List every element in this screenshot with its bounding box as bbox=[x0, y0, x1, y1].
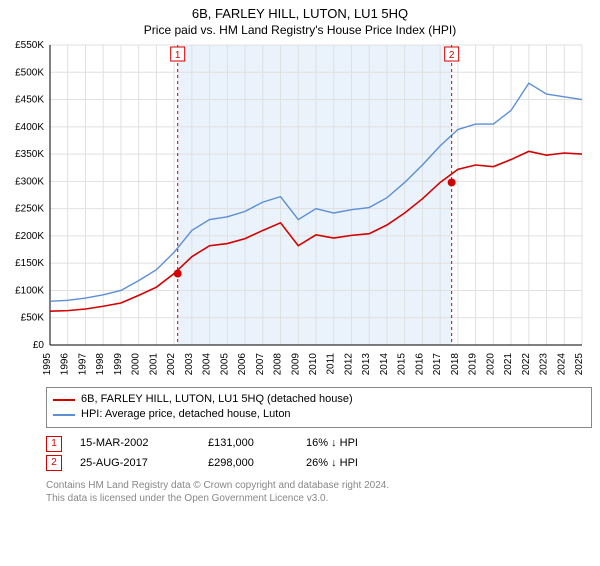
price-chart: £0£50K£100K£150K£200K£250K£300K£350K£400… bbox=[46, 41, 586, 381]
sale-hpi-1: 16% ↓ HPI bbox=[306, 434, 386, 454]
legend-item-property: 6B, FARLEY HILL, LUTON, LU1 5HQ (detache… bbox=[53, 392, 585, 407]
svg-text:2000: 2000 bbox=[131, 353, 142, 376]
svg-text:£0: £0 bbox=[33, 340, 45, 351]
svg-text:2021: 2021 bbox=[503, 353, 514, 376]
svg-text:£350K: £350K bbox=[15, 149, 44, 160]
sales-list: 1 15-MAR-2002 £131,000 16% ↓ HPI 2 25-AU… bbox=[46, 434, 592, 474]
svg-text:2024: 2024 bbox=[556, 353, 567, 376]
sale-price-2: £298,000 bbox=[208, 454, 288, 474]
sale-date-2: 25-AUG-2017 bbox=[80, 454, 190, 474]
legend-label-hpi: HPI: Average price, detached house, Luto… bbox=[81, 407, 291, 422]
svg-text:2001: 2001 bbox=[148, 353, 159, 376]
svg-text:2: 2 bbox=[449, 50, 455, 61]
sale-price-1: £131,000 bbox=[208, 434, 288, 454]
svg-text:2022: 2022 bbox=[521, 353, 532, 376]
svg-text:2020: 2020 bbox=[485, 353, 496, 376]
svg-text:£100K: £100K bbox=[15, 285, 44, 296]
svg-text:2018: 2018 bbox=[450, 353, 461, 376]
svg-text:£400K: £400K bbox=[15, 122, 44, 133]
legend-item-hpi: HPI: Average price, detached house, Luto… bbox=[53, 407, 585, 422]
svg-text:£50K: £50K bbox=[21, 313, 45, 324]
footer-license: This data is licensed under the Open Gov… bbox=[46, 492, 592, 505]
svg-text:2025: 2025 bbox=[574, 353, 585, 376]
svg-text:2004: 2004 bbox=[202, 353, 213, 376]
svg-text:2014: 2014 bbox=[379, 353, 390, 376]
legend-label-property: 6B, FARLEY HILL, LUTON, LU1 5HQ (detache… bbox=[81, 392, 353, 407]
legend-swatch-hpi bbox=[53, 414, 75, 416]
svg-text:1998: 1998 bbox=[95, 353, 106, 376]
svg-text:£550K: £550K bbox=[15, 40, 44, 51]
svg-text:2008: 2008 bbox=[273, 353, 284, 376]
svg-text:1995: 1995 bbox=[42, 353, 53, 376]
svg-text:2019: 2019 bbox=[468, 353, 479, 376]
footer: Contains HM Land Registry data © Crown c… bbox=[46, 479, 592, 505]
legend: 6B, FARLEY HILL, LUTON, LU1 5HQ (detache… bbox=[46, 387, 592, 428]
svg-text:£500K: £500K bbox=[15, 67, 44, 78]
svg-text:2003: 2003 bbox=[184, 353, 195, 376]
svg-text:2015: 2015 bbox=[397, 353, 408, 376]
svg-text:2009: 2009 bbox=[290, 353, 301, 376]
sale-date-1: 15-MAR-2002 bbox=[80, 434, 190, 454]
svg-text:2023: 2023 bbox=[539, 353, 550, 376]
svg-text:£200K: £200K bbox=[15, 231, 44, 242]
svg-text:2011: 2011 bbox=[326, 353, 337, 375]
footer-copyright: Contains HM Land Registry data © Crown c… bbox=[46, 479, 592, 492]
chart-area: £0£50K£100K£150K£200K£250K£300K£350K£400… bbox=[46, 41, 592, 381]
svg-text:2002: 2002 bbox=[166, 353, 177, 376]
svg-text:2005: 2005 bbox=[219, 353, 230, 376]
sale-badge-2: 2 bbox=[46, 455, 62, 471]
svg-text:£450K: £450K bbox=[15, 95, 44, 106]
sale-row-2: 2 25-AUG-2017 £298,000 26% ↓ HPI bbox=[46, 454, 592, 474]
svg-text:£300K: £300K bbox=[15, 176, 44, 187]
svg-text:£250K: £250K bbox=[15, 204, 44, 215]
sale-hpi-2: 26% ↓ HPI bbox=[306, 454, 386, 474]
sale-row-1: 1 15-MAR-2002 £131,000 16% ↓ HPI bbox=[46, 434, 592, 454]
svg-text:1997: 1997 bbox=[77, 353, 88, 376]
svg-text:1996: 1996 bbox=[60, 353, 71, 376]
page-subtitle: Price paid vs. HM Land Registry's House … bbox=[0, 23, 600, 37]
svg-text:2012: 2012 bbox=[343, 353, 354, 376]
svg-text:2006: 2006 bbox=[237, 353, 248, 376]
svg-text:1: 1 bbox=[175, 50, 181, 61]
svg-text:2010: 2010 bbox=[308, 353, 319, 376]
svg-text:2007: 2007 bbox=[255, 353, 266, 376]
legend-swatch-property bbox=[53, 399, 75, 401]
svg-text:2016: 2016 bbox=[414, 353, 425, 376]
svg-text:£150K: £150K bbox=[15, 258, 44, 269]
svg-text:2013: 2013 bbox=[361, 353, 372, 376]
svg-text:1999: 1999 bbox=[113, 353, 124, 376]
svg-text:2017: 2017 bbox=[432, 353, 443, 376]
page-title: 6B, FARLEY HILL, LUTON, LU1 5HQ bbox=[0, 6, 600, 21]
sale-badge-1: 1 bbox=[46, 436, 62, 452]
